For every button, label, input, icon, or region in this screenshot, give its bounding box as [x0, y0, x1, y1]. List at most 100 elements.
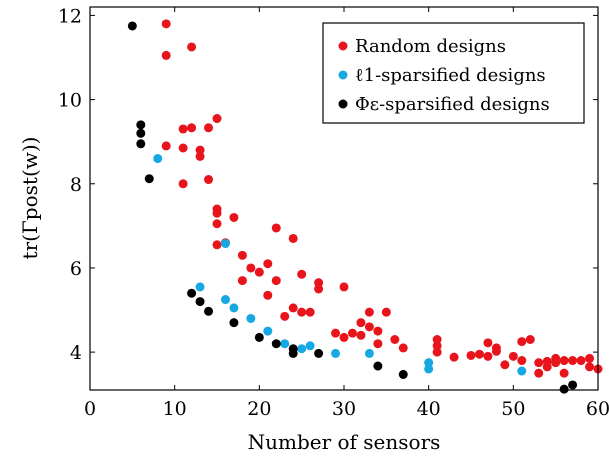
point-series-0-63	[534, 358, 544, 368]
point-series-1-8	[297, 344, 307, 354]
point-series-0-46	[390, 334, 400, 344]
point-series-2-13	[314, 348, 324, 358]
point-series-0-44	[373, 339, 383, 349]
point-series-0-33	[297, 307, 307, 317]
point-series-0-42	[364, 322, 374, 332]
point-series-2-7	[204, 306, 214, 316]
point-series-0-0	[161, 19, 171, 29]
point-series-0-8	[178, 143, 188, 153]
point-series-0-62	[525, 334, 535, 344]
point-series-2-9	[254, 332, 264, 342]
point-series-0-18	[212, 240, 222, 250]
point-series-1-3	[220, 295, 230, 305]
point-series-0-29	[314, 278, 324, 288]
point-series-2-3	[136, 139, 146, 149]
point-series-1-4	[229, 303, 239, 313]
legend-marker-l1	[338, 70, 348, 80]
y-tick-label-2: 8	[70, 174, 82, 196]
point-series-0-71	[568, 356, 578, 366]
point-series-0-39	[356, 318, 366, 328]
x-tick-label-1: 10	[163, 398, 187, 420]
point-series-0-70	[559, 368, 569, 378]
point-series-0-15	[229, 212, 239, 222]
point-series-0-25	[271, 276, 281, 286]
point-series-0-59	[508, 351, 518, 361]
point-series-0-34	[305, 307, 315, 317]
point-series-1-5	[246, 313, 256, 323]
point-series-2-5	[187, 288, 197, 298]
point-series-0-22	[246, 263, 256, 273]
point-series-2-4	[144, 174, 154, 184]
point-series-2-10	[271, 339, 281, 349]
point-series-0-69	[559, 356, 569, 366]
axis-ticks: 0 10 20 30 40 50 60 4 6 8 10 12	[58, 5, 609, 420]
point-series-2-16	[559, 384, 569, 394]
point-series-2-0	[127, 21, 137, 31]
x-tick-label-6: 60	[586, 398, 609, 420]
point-series-0-36	[331, 328, 341, 338]
legend-label-l1: ℓ1-sparsified designs	[355, 65, 546, 86]
point-series-1-9	[305, 341, 315, 351]
point-series-0-26	[237, 276, 247, 286]
y-axis-label: tr(Γpost(w))	[18, 137, 42, 260]
point-series-0-37	[339, 332, 349, 342]
legend-marker-random	[338, 41, 348, 51]
point-series-1-7	[280, 339, 290, 349]
point-series-0-49	[432, 341, 442, 351]
point-series-0-23	[254, 267, 264, 277]
point-series-0-43	[373, 326, 383, 336]
point-series-0-1	[187, 42, 197, 52]
legend: Random designs ℓ1-sparsified designs Φε-…	[322, 22, 585, 124]
x-tick-label-0: 0	[84, 398, 96, 420]
y-tick-label-3: 10	[58, 90, 82, 112]
point-series-0-3	[178, 124, 188, 134]
point-series-2-2	[136, 128, 146, 138]
point-series-0-30	[314, 284, 324, 294]
point-series-0-10	[195, 151, 205, 161]
point-series-0-20	[271, 223, 281, 233]
point-series-0-31	[339, 282, 349, 292]
point-series-0-51	[449, 352, 459, 362]
point-series-1-12	[424, 358, 434, 368]
point-series-0-74	[585, 362, 595, 372]
point-series-0-52	[466, 350, 476, 360]
point-series-0-12	[204, 175, 214, 185]
point-series-0-16	[212, 219, 222, 229]
point-series-0-73	[585, 353, 595, 363]
y-tick-label-0: 4	[70, 342, 82, 364]
point-series-0-72	[576, 356, 586, 366]
point-series-1-13	[424, 364, 434, 374]
point-series-0-7	[161, 141, 171, 151]
point-series-1-6	[263, 326, 273, 336]
x-tick-label-4: 40	[417, 398, 441, 420]
point-series-2-1	[136, 120, 146, 130]
point-series-0-40	[356, 330, 366, 340]
point-series-0-2	[161, 50, 171, 60]
point-series-0-17	[237, 250, 247, 260]
data-points	[127, 19, 603, 394]
point-series-0-54	[483, 351, 493, 361]
point-series-2-12	[288, 348, 298, 358]
point-series-0-9	[195, 145, 205, 155]
point-series-0-60	[517, 356, 527, 366]
point-series-0-4	[187, 123, 197, 133]
point-series-0-6	[212, 114, 222, 124]
point-series-0-14	[212, 208, 222, 218]
point-series-0-58	[500, 360, 510, 370]
point-series-0-66	[542, 362, 552, 372]
point-series-0-24	[263, 259, 273, 269]
x-tick-label-2: 20	[247, 398, 271, 420]
point-series-0-28	[297, 269, 307, 279]
point-series-0-32	[288, 303, 298, 313]
point-series-0-5	[204, 123, 214, 133]
legend-box	[322, 22, 585, 124]
point-series-0-55	[483, 338, 493, 348]
x-axis-label: Number of sensors	[248, 430, 441, 454]
point-series-0-64	[534, 368, 544, 378]
point-series-0-38	[347, 328, 357, 338]
point-series-1-10	[331, 348, 341, 358]
point-series-2-6	[195, 297, 205, 307]
point-series-0-11	[178, 179, 188, 189]
point-series-1-2	[195, 282, 205, 292]
